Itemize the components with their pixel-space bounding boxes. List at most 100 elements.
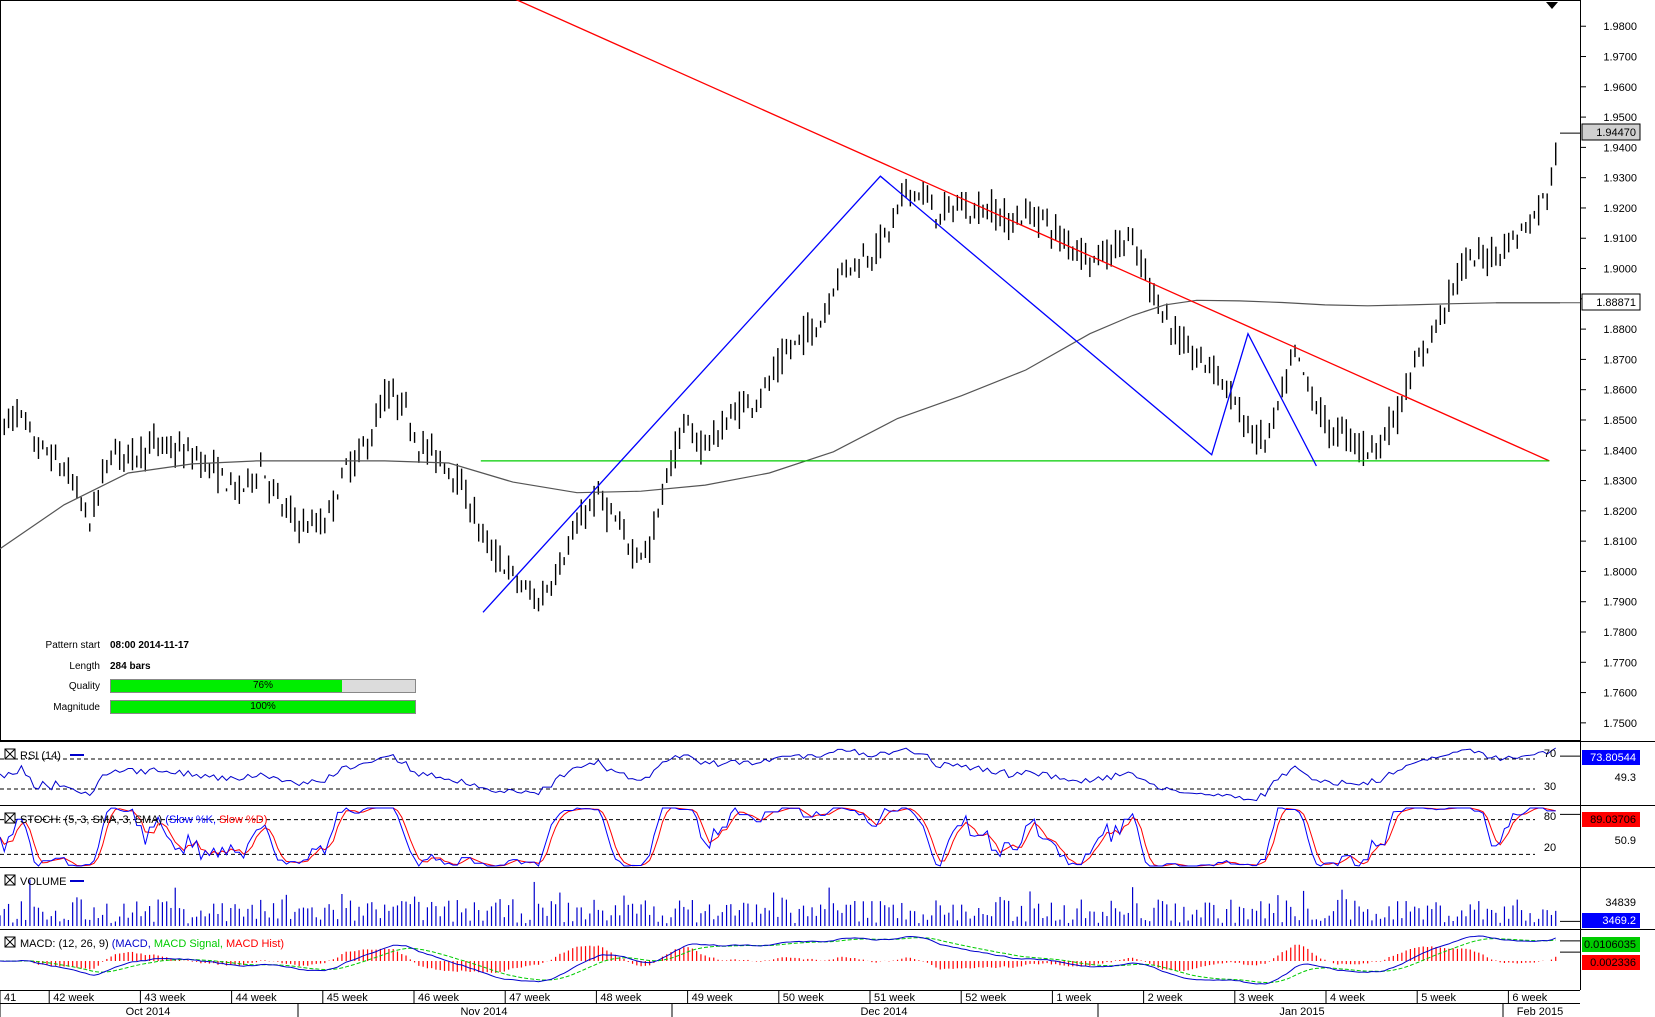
stoch-value-badge [1582, 812, 1640, 827]
price-tick-label-14: 1.8400 [1603, 445, 1637, 457]
rsi-value: 73.80544 [1590, 752, 1636, 764]
week-label-4: 45 week [327, 992, 368, 1004]
price-tick-label-19: 1.7900 [1603, 597, 1637, 609]
scroll-marker-icon[interactable] [1546, 2, 1558, 9]
month-label-4: Feb 2015 [1517, 1006, 1563, 1017]
macd-plot [0, 935, 1580, 985]
month-label-0: Oct 2014 [126, 1006, 171, 1017]
macd-title-hist: MACD Hist) [226, 938, 284, 950]
stoch-mid-value: 50.9 [1615, 835, 1636, 847]
magnitude-bar: 100% [110, 700, 416, 714]
price-tick-label-1: 1.9700 [1603, 52, 1637, 64]
pattern-start-value: 08:00 2014-11-17 [110, 640, 189, 651]
rsi-title: RSI (14) [20, 750, 61, 762]
pattern-quality-label: Quality [68, 681, 100, 692]
price-plot [0, 0, 1580, 613]
stoch-k-line [0, 807, 1556, 867]
price-tick-label-6: 1.9200 [1603, 203, 1637, 215]
pattern-start-label: Pattern start [45, 640, 100, 651]
macd-line [0, 935, 1556, 985]
macd-value-badge [1582, 937, 1640, 952]
price-tick-label-4: 1.9400 [1603, 142, 1637, 154]
stoch-plot [0, 807, 1580, 867]
week-label-14: 3 week [1239, 992, 1274, 1004]
week-label-12: 1 week [1056, 992, 1091, 1004]
price-tick-label-5: 1.9300 [1603, 173, 1637, 185]
stoch-title-params: STOCH: (5, 3, SMA, 3, SMA) [20, 814, 162, 826]
rsi-level-30: 30 [1544, 781, 1556, 793]
stoch-value: 89.03706 [1590, 814, 1636, 826]
week-label-13: 2 week [1148, 992, 1183, 1004]
week-label-5: 46 week [418, 992, 459, 1004]
price-tick-label-8: 1.9000 [1603, 264, 1637, 276]
macd-title: MACD: (12, 26, 9) (MACD, MACD Signal, MA… [20, 938, 284, 950]
quality-bar-fill [111, 680, 343, 692]
pattern-length-value: 284 bars [110, 661, 151, 672]
week-label-17: 6 week [1512, 992, 1547, 1004]
macd-value: 0.0106035 [1584, 939, 1636, 951]
week-label-0: 41 [4, 992, 16, 1004]
rsi-value-badge [1582, 750, 1640, 765]
week-label-6: 47 week [509, 992, 550, 1004]
rsi-plot [0, 747, 1580, 802]
week-label-15: 4 week [1330, 992, 1365, 1004]
last-price-label: 1.94470 [1596, 127, 1636, 139]
month-label-2: Dec 2014 [860, 1006, 907, 1017]
price-tick-label-20: 1.7800 [1603, 627, 1637, 639]
week-label-9: 50 week [783, 992, 824, 1004]
rsi-mid-value: 49.3 [1615, 772, 1636, 784]
week-label-10: 51 week [874, 992, 915, 1004]
stoch-header: STOCH: (5, 3, SMA, 3, SMA) (Slow %K, Slo… [4, 812, 267, 826]
week-label-2: 43 week [144, 992, 185, 1004]
time-axis: 41 42 week 43 week 44 week 45 week 46 week 47 … [0, 990, 1580, 1017]
price-tick-label-0: 1.9800 [1603, 21, 1637, 33]
ma-value-badge [1581, 293, 1641, 311]
macd-title-signal: MACD Signal, [154, 938, 223, 950]
rsi-header: RSI (14) [4, 748, 84, 762]
stoch-title: STOCH: (5, 3, SMA, 3, SMA) (Slow %K, Slo… [20, 814, 267, 826]
price-tick-label-11: 1.8700 [1603, 354, 1637, 366]
volume-value: 3469.2 [1602, 915, 1636, 927]
price-tick-label-18: 1.8000 [1603, 566, 1637, 578]
last-price-badge [1581, 123, 1641, 141]
stoch-close-icon-x2 [4, 812, 16, 824]
stoch-level-20: 20 [1544, 842, 1556, 854]
rsi-close-icon-x2 [4, 748, 16, 760]
week-label-3: 44 week [236, 992, 277, 1004]
macd-header: MACD: (12, 26, 9) (MACD, MACD Signal, MA… [4, 936, 284, 950]
price-tick-label-22: 1.7600 [1603, 688, 1637, 700]
quality-bar: 76% [110, 679, 416, 693]
volume-plot [0, 879, 1580, 926]
stoch-level-80: 80 [1544, 811, 1556, 823]
price-tick-label-23: 1.7500 [1603, 718, 1637, 730]
week-label-7: 48 week [600, 992, 641, 1004]
volume-title: VOLUME [20, 876, 66, 888]
resistance-line [515, 0, 1550, 462]
volume-close-icon-x2 [4, 874, 16, 886]
price-tick-label-12: 1.8600 [1603, 385, 1637, 397]
volume-value-badge [1582, 913, 1640, 928]
price-tick-label-10: 1.8800 [1603, 324, 1637, 336]
price-tick-label-17: 1.8100 [1603, 536, 1637, 548]
stoch-title-k: (Slow %K, [165, 814, 216, 826]
price-tick-label-15: 1.8300 [1603, 476, 1637, 488]
quality-bar-text: 76% [252, 680, 273, 691]
month-label-3: Jan 2015 [1279, 1006, 1324, 1017]
macd-title-macd: (MACD, [112, 938, 151, 950]
price-tick-label-2: 1.9600 [1603, 82, 1637, 94]
week-label-11: 52 week [965, 992, 1006, 1004]
week-label-8: 49 week [692, 992, 733, 1004]
pattern-magnitude-label: Magnitude [53, 702, 100, 713]
price-tick-label-7: 1.9100 [1603, 233, 1637, 245]
rsi-level-70: 70 [1544, 748, 1556, 760]
price-tick-label-3: 1.9500 [1603, 112, 1637, 124]
price-tick-label-21: 1.7700 [1603, 657, 1637, 669]
macd-hist-value: 0.002336 [1590, 957, 1636, 969]
stoch-title-d: Slow %D) [219, 814, 267, 826]
magnitude-bar-fill [111, 701, 415, 713]
week-label-16: 5 week [1421, 992, 1456, 1004]
main-panel-frame [0, 0, 1581, 741]
pattern-zigzag [482, 175, 1317, 613]
ma-value-label: 1.88871 [1596, 297, 1636, 309]
